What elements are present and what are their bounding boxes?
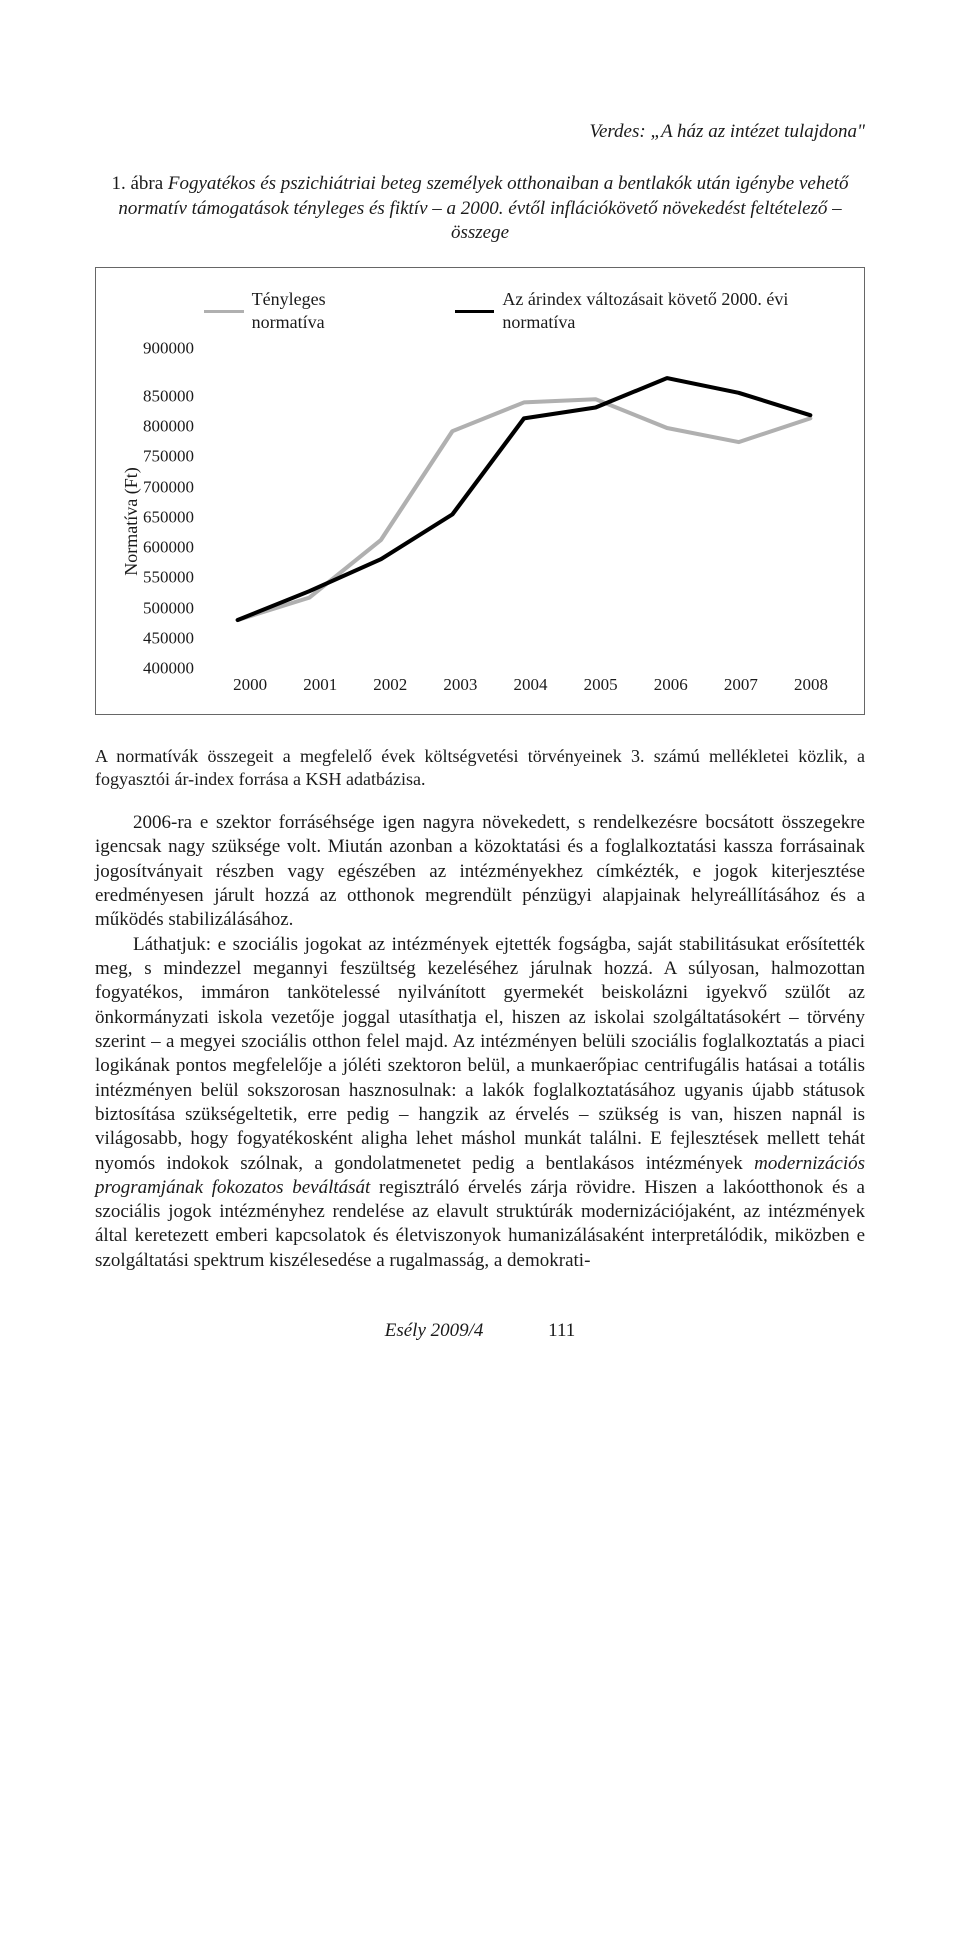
chart-container: Tényleges normatíva Az árindex változása… [95,267,865,715]
running-head: Verdes: „A ház az intézet tulajdona" [95,120,865,144]
y-tick: 400000 [143,660,194,677]
chart-plot-area [202,348,846,668]
page-footer: Esély 2009/4 111 [95,1319,865,1343]
y-tick: 700000 [143,478,194,495]
x-tick: 2000 [215,674,285,696]
legend-swatch-gray [204,310,244,313]
figure-caption: 1. ábra Fogyatékos és pszichiátriai bete… [110,172,850,245]
x-tick: 2005 [566,674,636,696]
y-tick: 750000 [143,448,194,465]
y-axis-label: Normatíva (Ft) [114,348,143,696]
x-tick: 2004 [495,674,565,696]
y-tick: 550000 [143,569,194,586]
figure-caption-lead: 1. ábra [111,173,167,194]
x-tick: 2002 [355,674,425,696]
figure-caption-text: Fogyatékos és pszichiátriai beteg személ… [118,173,848,243]
legend-swatch-black [455,310,495,313]
body-paragraph-2: Láthatjuk: e szociális jogokat az intézm… [95,933,865,1273]
y-tick: 600000 [143,539,194,556]
footer-journal: Esély 2009/4 [385,1320,484,1341]
para2-a: Láthatjuk: e szociális jogokat az intézm… [95,934,865,1174]
x-tick: 2006 [636,674,706,696]
x-axis-ticks: 200020012002200320042005200620072008 [215,668,846,696]
y-tick: 850000 [143,387,194,404]
y-axis-ticks: 9000008500008000007500007000006500006000… [143,348,202,668]
x-tick: 2001 [285,674,355,696]
legend-label-black: Az árindex változásait követő 2000. évi … [502,288,846,334]
y-tick: 650000 [143,508,194,525]
y-tick: 800000 [143,417,194,434]
legend-label-gray: Tényleges normatíva [252,288,395,334]
y-tick: 450000 [143,629,194,646]
x-tick: 2008 [776,674,846,696]
y-tick: 900000 [143,340,194,357]
legend-item-gray: Tényleges normatíva [204,288,395,334]
chart-legend: Tényleges normatíva Az árindex változása… [204,288,846,334]
figure-footnote: A normatívák összegeit a megfelelő évek … [95,745,865,791]
y-tick: 500000 [143,599,194,616]
x-tick: 2003 [425,674,495,696]
body-paragraph-1: 2006-ra e szektor forráséhsége igen nagy… [95,811,865,933]
x-tick: 2007 [706,674,776,696]
legend-item-black: Az árindex változásait követő 2000. évi … [455,288,846,334]
footer-page-number: 111 [548,1320,575,1341]
